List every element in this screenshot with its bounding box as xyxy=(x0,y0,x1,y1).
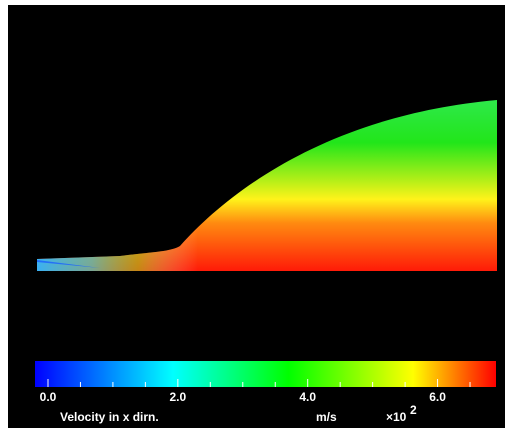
colorbar-units: m/s xyxy=(316,410,337,424)
inlet-low-velocity xyxy=(37,260,100,268)
colorbar-tick-label: 4.0 xyxy=(299,390,316,404)
colorbar-tick-label: 6.0 xyxy=(429,390,446,404)
colorbar-scale: ×10 xyxy=(386,410,407,424)
colorbar-exponent: 2 xyxy=(410,403,417,417)
colorbar-tick-label: 0.0 xyxy=(40,390,57,404)
colorbar-tick-label: 2.0 xyxy=(170,390,187,404)
colorbar-label: Velocity in x dirn. xyxy=(60,410,159,424)
velocity-field-inlet xyxy=(37,100,497,271)
colorbar xyxy=(35,361,496,387)
